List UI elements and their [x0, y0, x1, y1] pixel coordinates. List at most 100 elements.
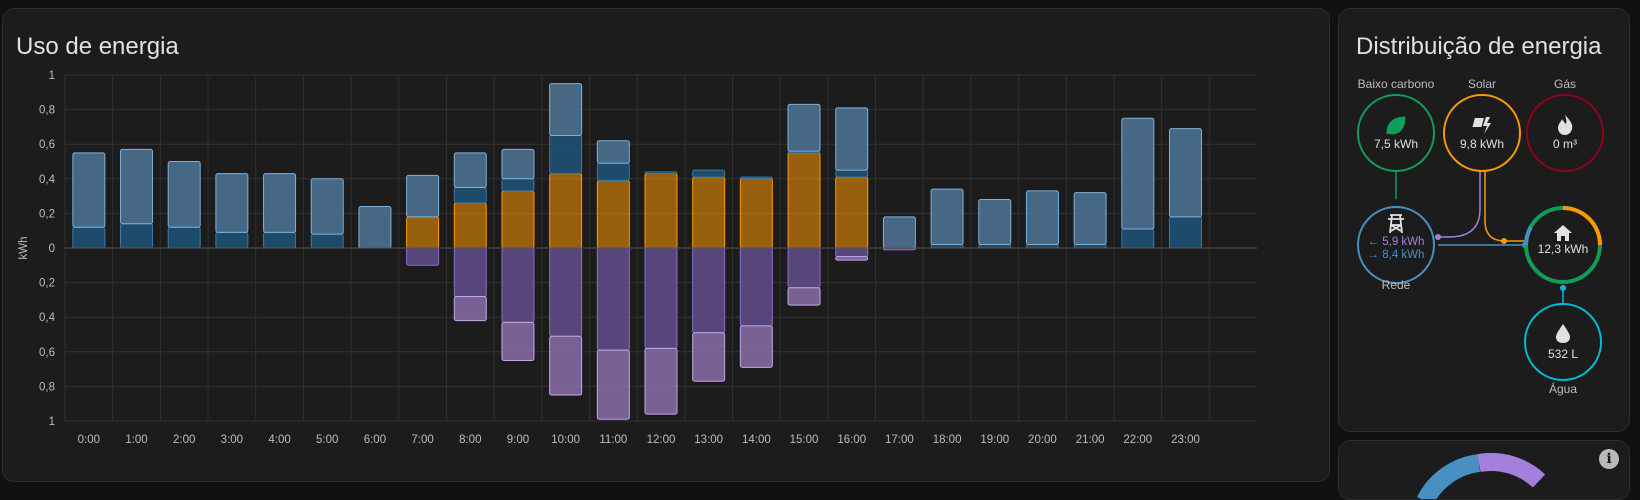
bar-grid-import [72, 152, 106, 228]
y-axis-label: kWh [18, 237, 30, 260]
low-carbon-label: Baixo carbono [1358, 77, 1435, 91]
bar-grid-import [310, 178, 344, 235]
bar-solar [644, 173, 678, 249]
gas-node[interactable] [1526, 94, 1604, 172]
x-tick-label: 3:00 [221, 434, 243, 446]
home-node-ring-solar [1562, 206, 1602, 246]
bar-grid-low-carbon [215, 231, 249, 249]
bar-grid-export-from-battery [739, 325, 773, 368]
x-tick-label: 12:00 [647, 434, 676, 446]
gas-label: Gás [1554, 77, 1576, 91]
y-tick-label: 0,2 [39, 208, 55, 220]
x-tick-label: 16:00 [837, 434, 866, 446]
water-label: Água [1549, 381, 1577, 396]
x-tick-label: 14:00 [742, 434, 771, 446]
low-carbon-node[interactable] [1357, 94, 1435, 172]
bar-grid-low-carbon [692, 169, 726, 178]
bar-grid-import [263, 173, 297, 233]
energy-distribution-diagram: Baixo carbono 7,5 kWh Solar 9,8 kWh Gás … [1357, 77, 1604, 396]
water-icon [1556, 324, 1570, 343]
bar-grid-import [1073, 192, 1107, 246]
bar-grid-low-carbon [930, 244, 964, 249]
x-tick-label: 2:00 [173, 434, 195, 446]
x-tick-label: 6:00 [364, 434, 386, 446]
bar-grid-export-from-battery [549, 335, 583, 396]
water-node[interactable] [1524, 303, 1602, 381]
energy-distribution-title: Distribuição de energia [1356, 33, 1602, 60]
grid-node[interactable] [1357, 206, 1435, 284]
bar-grid-export-from-solar [453, 247, 487, 297]
y-tick-label: 0,8 [39, 105, 55, 117]
bar-solar [596, 180, 630, 249]
home-icon [1554, 225, 1572, 241]
grid-export-value: → 8,4 kWh [1368, 249, 1425, 261]
energy-usage-title: Uso de energia [16, 33, 179, 60]
y-tick-label: 0,4 [39, 174, 56, 186]
y-tick-label: 0 [49, 243, 55, 255]
bar-grid-export-from-solar [596, 247, 630, 351]
x-tick-label: 0:00 [78, 434, 100, 446]
bar-grid-low-carbon [263, 231, 297, 249]
bar-grid-import [501, 148, 535, 180]
bar-grid-import [1168, 128, 1202, 218]
bar-grid-low-carbon [167, 226, 201, 249]
bar-grid-export-from-battery [644, 347, 678, 415]
x-tick-label: 17:00 [885, 434, 914, 446]
bar-grid-low-carbon [549, 135, 583, 175]
x-tick-label: 21:00 [1076, 434, 1105, 446]
bar-grid-low-carbon [835, 169, 869, 178]
bar-solar [739, 178, 773, 249]
solar-value: 9,8 kWh [1460, 137, 1504, 151]
x-tick-label: 5:00 [316, 434, 338, 446]
bar-grid-import [1025, 190, 1059, 246]
bar-grid-low-carbon [1121, 228, 1155, 249]
x-tick-label: 22:00 [1123, 434, 1152, 446]
leaf-icon [1386, 116, 1406, 135]
bar-grid-export-from-solar [644, 247, 678, 349]
bar-grid-import [882, 216, 916, 249]
flow-dot-solar-home [1501, 238, 1507, 244]
home-node-ring-grid [1524, 225, 1533, 246]
x-tick-label: 4:00 [268, 434, 290, 446]
solar-power-icon [1472, 117, 1491, 134]
bar-grid-export-from-solar [501, 247, 535, 323]
solar-label: Solar [1468, 77, 1496, 91]
y-tick-label: 0,6 [39, 139, 55, 151]
bar-solar [453, 202, 487, 249]
energy-sources-card: i [1338, 440, 1630, 500]
y-tick-label: 0,6 [39, 347, 55, 359]
bar-grid-low-carbon [978, 244, 1012, 249]
transmission-tower-icon [1388, 214, 1404, 234]
bar-grid-export-from-battery [787, 287, 821, 306]
bar-grid-low-carbon [453, 186, 487, 204]
x-tick-label: 9:00 [507, 434, 529, 446]
bar-grid-export-from-solar [835, 247, 869, 258]
bar-grid-low-carbon [1025, 244, 1059, 249]
x-tick-label: 18:00 [933, 434, 962, 446]
bar-grid-import [406, 174, 440, 218]
bar-grid-low-carbon [1073, 244, 1107, 249]
x-tick-label: 19:00 [980, 434, 1009, 446]
bar-grid-import [978, 199, 1012, 246]
bar-solar [787, 152, 821, 249]
bar-grid-import [549, 83, 583, 137]
bar-grid-low-carbon [72, 226, 106, 249]
bar-grid-export-from-battery [453, 295, 487, 322]
flow-dot-solar-grid [1435, 234, 1441, 240]
energy-distribution-card: Distribuição de energia Baixo carbono 7,… [1338, 8, 1630, 432]
energy-usage-chart: 1 0,8 0,6 0,4 0,2 0 0,2 0,4 0,6 0,8 1 kWh 0:00 1:00 2:… [18, 70, 1257, 446]
bar-grid-low-carbon [310, 233, 344, 249]
y-tick-label: 1 [49, 70, 55, 82]
bar-grid-import [358, 205, 392, 249]
bar-grid-export-from-battery [501, 321, 535, 361]
line-solar-home [1484, 171, 1525, 242]
bar-grid-import [787, 103, 821, 152]
x-tick-label: 10:00 [551, 434, 580, 446]
grid-import-value: ← 5,9 kWh [1368, 236, 1425, 248]
water-value: 532 L [1548, 347, 1578, 361]
solar-node[interactable] [1443, 94, 1521, 172]
info-icon[interactable]: i [1599, 449, 1619, 469]
home-value: 12,3 kWh [1538, 242, 1589, 256]
grid-label: Rede [1382, 278, 1411, 292]
bar-grid-low-carbon [644, 171, 678, 175]
